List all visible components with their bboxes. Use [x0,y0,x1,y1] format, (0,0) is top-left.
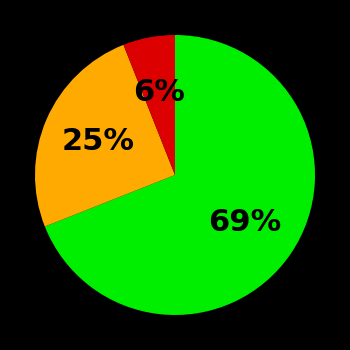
Text: 69%: 69% [208,208,281,237]
Text: 6%: 6% [133,78,185,107]
Wedge shape [45,35,315,315]
Text: 25%: 25% [61,127,134,156]
Wedge shape [35,45,175,226]
Wedge shape [124,35,175,175]
